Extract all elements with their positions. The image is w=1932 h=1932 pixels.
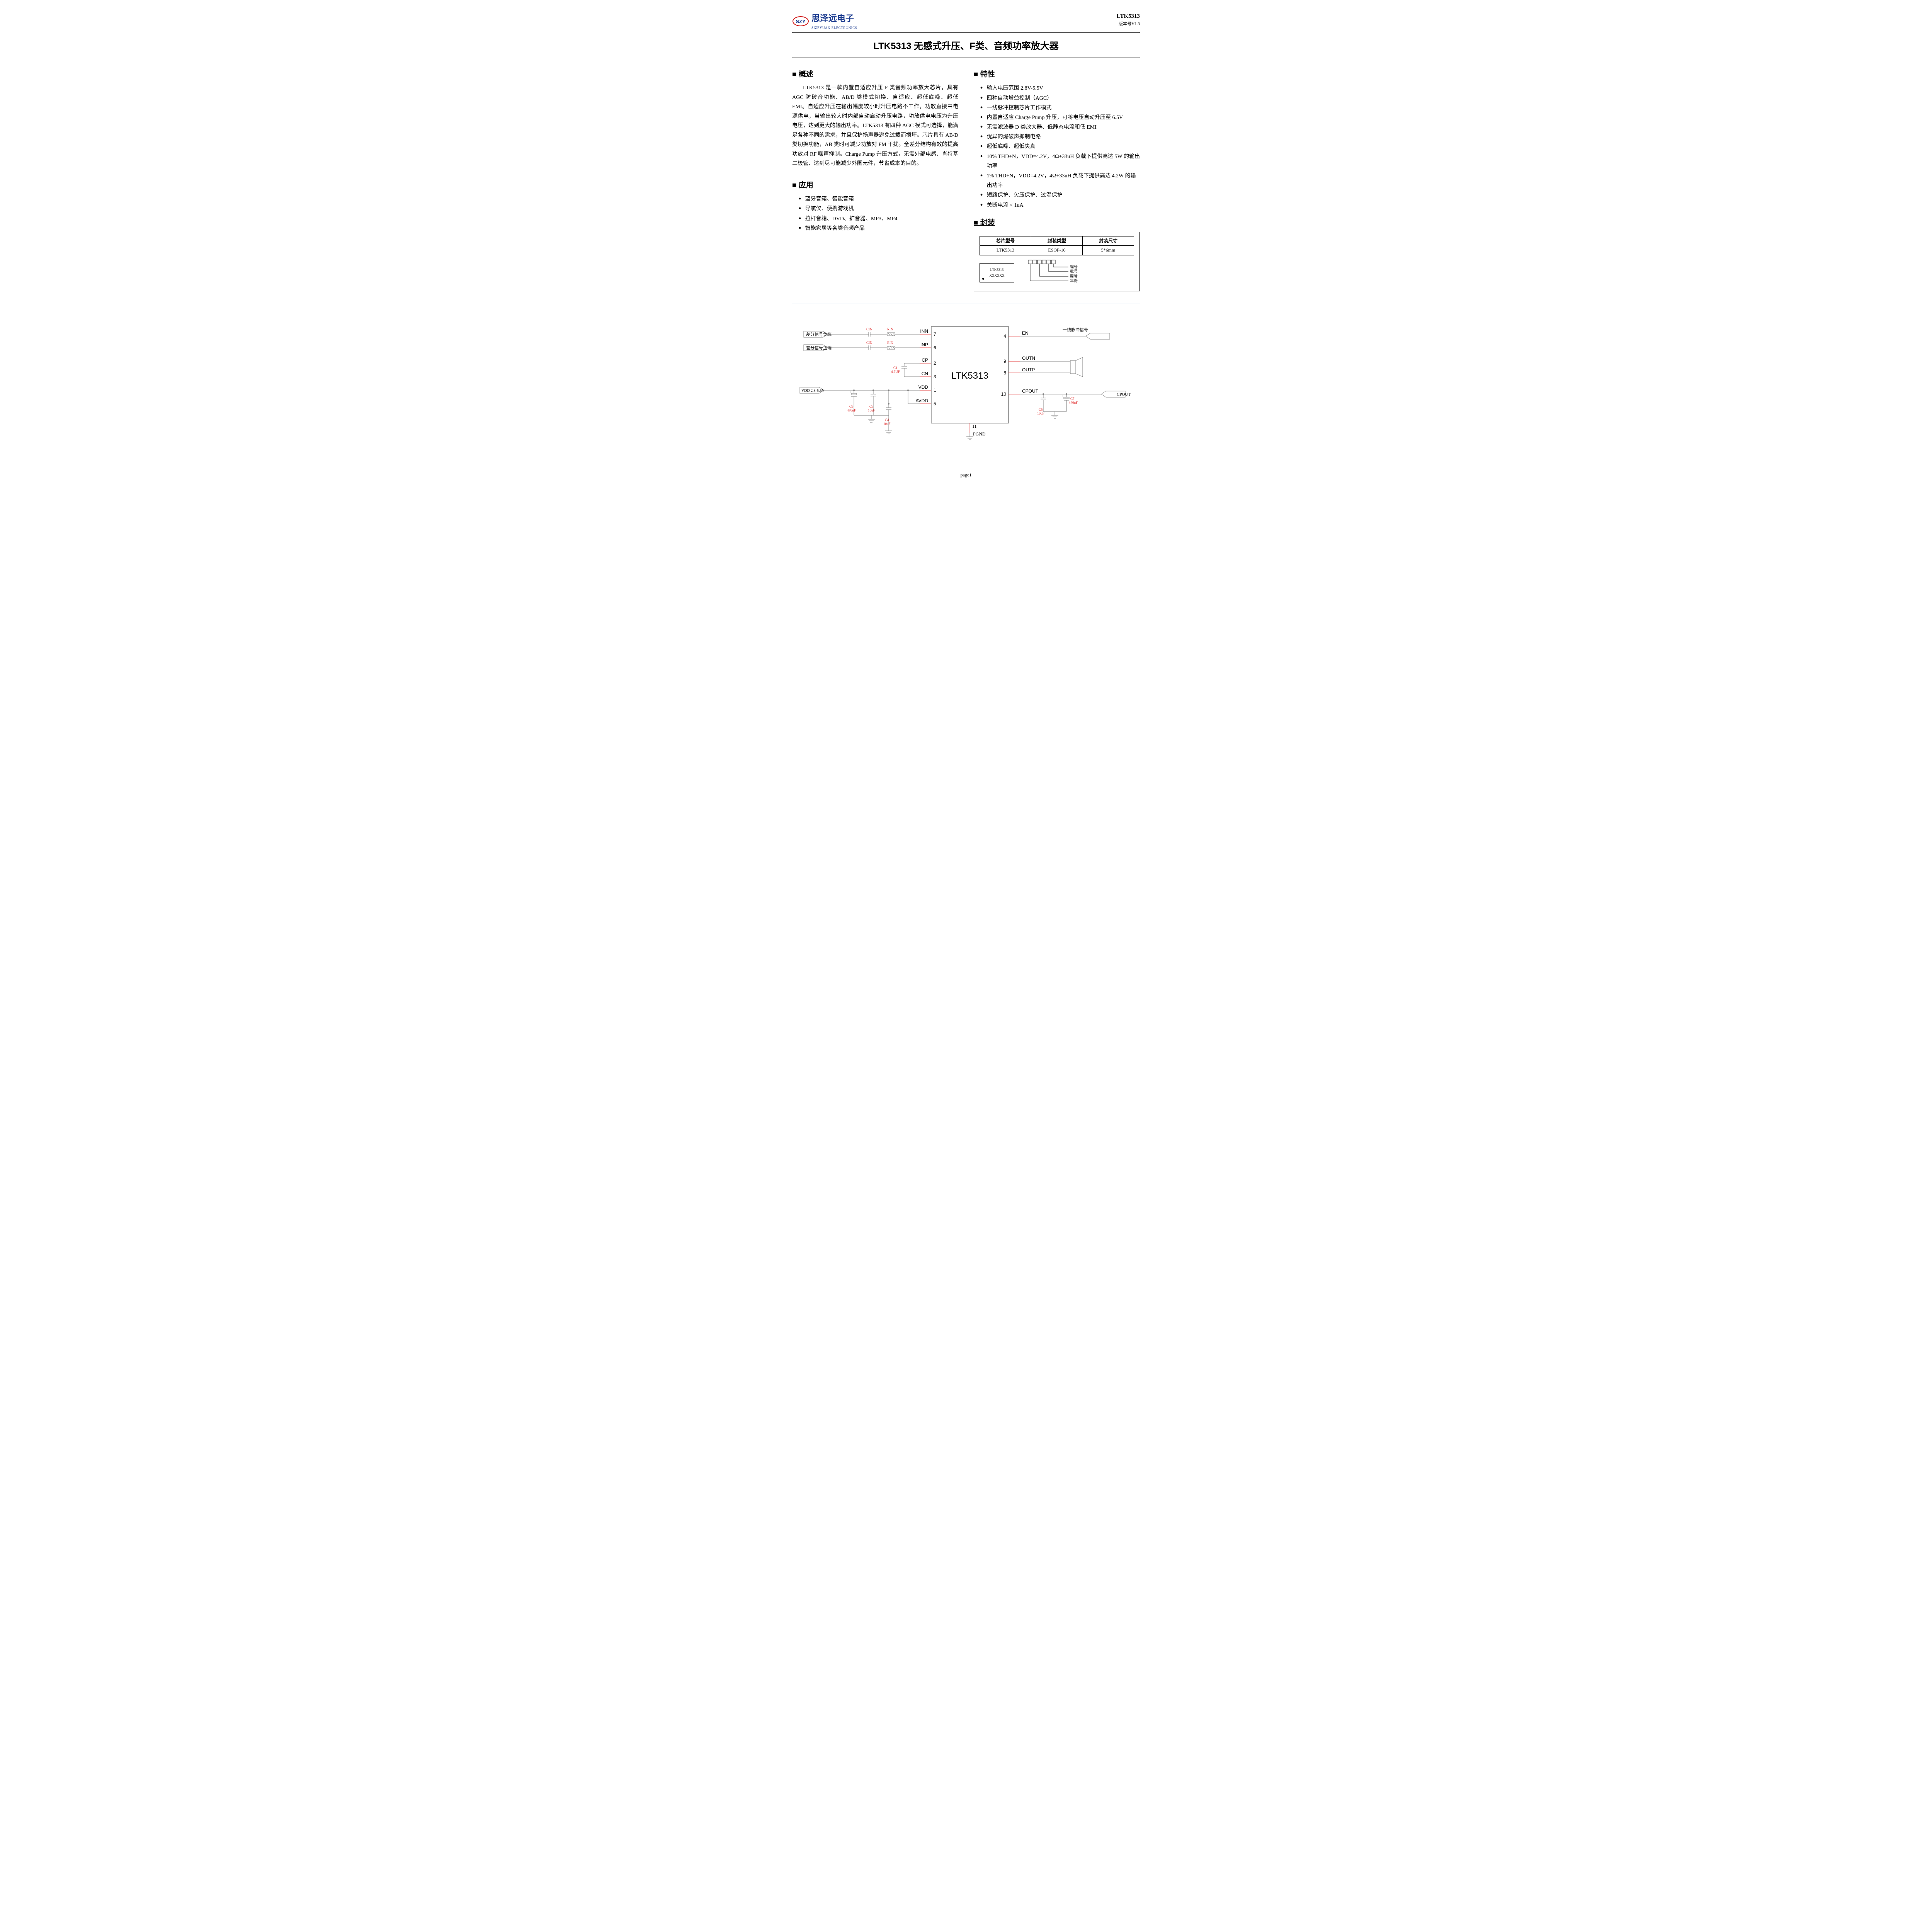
svg-text:批号: 批号	[1070, 269, 1078, 274]
svg-text:EN: EN	[1022, 330, 1029, 336]
list-item: 1% THD+N，VDD=4.2V，4Ω+33uH 负载下提供高达 4.2W 的…	[980, 171, 1140, 190]
overview-text: LTK5313 是一款内置自适应升压 F 类音频功率放大芯片，具有 AGC 防破…	[792, 83, 958, 169]
company-logo: SZY 思泽远电子 SIZEYUAN ELECTRONICS	[792, 12, 857, 31]
svg-text:2: 2	[934, 361, 936, 366]
svg-text:年份: 年份	[1070, 278, 1078, 283]
package-box: 芯片型号 封装类型 封装尺寸 LTK5313 ESOP-10 5*6mm LTK…	[974, 232, 1140, 291]
svg-text:4.7UF: 4.7UF	[891, 370, 900, 374]
svg-text:CN: CN	[922, 371, 928, 376]
package-diagram: LTK5313 XXXXXX 编号 批号	[980, 259, 1134, 286]
svg-text:8: 8	[1003, 370, 1006, 376]
svg-text:OUTN: OUTN	[1022, 355, 1035, 361]
logo-icon: SZY	[792, 15, 809, 27]
svg-text:10uF: 10uF	[883, 422, 891, 426]
svg-text:C3: C3	[869, 405, 874, 408]
svg-text:CIN: CIN	[866, 327, 872, 331]
list-item: 导航仪、便携游戏机	[799, 204, 958, 214]
list-item: 一线脉冲控制芯片工作模式	[980, 103, 1140, 113]
list-item: 输入电压范围 2.8V-5.5V	[980, 83, 1140, 93]
svg-text:LTK5313: LTK5313	[951, 371, 988, 381]
svg-text:CIN: CIN	[866, 341, 872, 345]
svg-text:470uF: 470uF	[1069, 401, 1078, 405]
applications-list: 蓝牙音箱、智能音箱 导航仪、便携游戏机 拉杆音箱、DVD、扩音器、MP3、MP4…	[792, 194, 958, 233]
svg-text:编号: 编号	[1070, 264, 1078, 269]
header-part-number: LTK5313	[1117, 12, 1140, 21]
svg-text:C6: C6	[849, 405, 854, 408]
table-header: 芯片型号	[980, 236, 1031, 246]
svg-text:CP: CP	[922, 357, 928, 363]
document-title: LTK5313 无感式升压、F类、音频功率放大器	[792, 37, 1140, 58]
list-item: 内置自适应 Charge Pump 升压，可将电压自动升压至 6.5V	[980, 113, 1140, 122]
list-item: 四种自动增益控制（AGC）	[980, 94, 1140, 103]
svg-text:SZY: SZY	[796, 19, 806, 24]
table-cell: 5*6mm	[1083, 246, 1134, 255]
svg-text:5: 5	[934, 401, 936, 406]
list-item: 无需滤波器 D 类放大器、低静态电流和低 EMI	[980, 122, 1140, 132]
schematic-svg: + LTK5313 INN7 INP6 CP2 CN3 VDD1 AVDD5 4…	[792, 311, 1140, 450]
list-item: 关断电流 < 1uA	[980, 201, 1140, 210]
applications-heading: 应用	[792, 180, 958, 191]
svg-text:7: 7	[934, 332, 936, 337]
svg-text:4: 4	[1003, 333, 1006, 339]
header-version: 版本号V1.3	[1117, 21, 1140, 28]
page-header: SZY 思泽远电子 SIZEYUAN ELECTRONICS LTK5313 版…	[792, 12, 1140, 33]
svg-text:C4: C4	[885, 418, 889, 422]
svg-text:10: 10	[1001, 391, 1007, 397]
svg-text:CPOUT: CPOUT	[1022, 388, 1039, 394]
chip-bottom-label: XXXXXX	[990, 273, 1005, 278]
package-table: 芯片型号 封装类型 封装尺寸 LTK5313 ESOP-10 5*6mm	[980, 236, 1134, 255]
package-heading: 封装	[974, 217, 1140, 229]
list-item: 优异的爆破声抑制电路	[980, 132, 1140, 142]
svg-text:OUTP: OUTP	[1022, 367, 1035, 372]
svg-text:11: 11	[972, 423, 977, 429]
list-item: 蓝牙音箱、智能音箱	[799, 194, 958, 204]
right-column: 特性 输入电压范围 2.8V-5.5V 四种自动增益控制（AGC） 一线脉冲控制…	[974, 65, 1140, 291]
svg-text:一线脉冲信号: 一线脉冲信号	[1063, 327, 1088, 332]
chip-outline-icon: LTK5313 XXXXXX	[980, 263, 1014, 282]
svg-text:CPOUT: CPOUT	[1117, 392, 1131, 397]
svg-text:C1: C1	[893, 366, 898, 370]
svg-text:INN: INN	[920, 328, 928, 334]
page-footer: page1	[792, 469, 1140, 479]
list-item: 超低底噪、超低失真	[980, 142, 1140, 151]
svg-text:AVDD: AVDD	[916, 398, 929, 403]
features-heading: 特性	[974, 69, 1140, 80]
svg-text:9: 9	[1003, 359, 1006, 364]
svg-text:6: 6	[934, 345, 936, 350]
svg-text:10uF: 10uF	[868, 408, 875, 412]
list-item: 10% THD+N，VDD=4.2V，4Ω+33uH 负载下提供高达 5W 的输…	[980, 152, 1140, 171]
svg-text:3: 3	[934, 374, 936, 379]
logo-text-cn: 思泽远电子	[811, 12, 857, 25]
marking-diagram-icon: 编号 批号 周号 年份	[1026, 259, 1092, 286]
logo-text-en: SIZEYUAN ELECTRONICS	[811, 25, 857, 31]
svg-text:周号: 周号	[1070, 274, 1078, 279]
list-item: 短路保护、欠压保护、过温保护	[980, 190, 1140, 200]
list-item: 智能家居等各类音频产品	[799, 224, 958, 233]
svg-text:C5: C5	[1039, 408, 1043, 412]
features-list: 输入电压范围 2.8V-5.5V 四种自动增益控制（AGC） 一线脉冲控制芯片工…	[974, 83, 1140, 210]
svg-text:470uF: 470uF	[847, 408, 856, 412]
left-column: 概述 LTK5313 是一款内置自适应升压 F 类音频功率放大芯片，具有 AGC…	[792, 65, 958, 291]
chip-top-label: LTK5313	[990, 267, 1004, 272]
application-schematic: + LTK5313 INN7 INP6 CP2 CN3 VDD1 AVDD5 4…	[792, 311, 1140, 453]
svg-text:INP: INP	[920, 342, 928, 347]
svg-text:VDD 2.8-5.5V: VDD 2.8-5.5V	[801, 389, 825, 393]
table-cell: LTK5313	[980, 246, 1031, 255]
svg-text:PGND: PGND	[973, 431, 986, 437]
content-columns: 概述 LTK5313 是一款内置自适应升压 F 类音频功率放大芯片，具有 AGC…	[792, 65, 1140, 291]
svg-text:1: 1	[934, 388, 936, 393]
overview-heading: 概述	[792, 69, 958, 80]
svg-text:RIN: RIN	[887, 341, 893, 345]
svg-text:C7: C7	[1070, 397, 1075, 401]
svg-text:RIN: RIN	[887, 327, 893, 331]
table-cell: ESOP-10	[1031, 246, 1083, 255]
table-header: 封装类型	[1031, 236, 1083, 246]
header-right: LTK5313 版本号V1.3	[1117, 12, 1140, 28]
list-item: 拉杆音箱、DVD、扩音器、MP3、MP4	[799, 214, 958, 224]
svg-text:VDD: VDD	[918, 384, 929, 390]
svg-text:10uF: 10uF	[1037, 412, 1044, 415]
table-header: 封装尺寸	[1083, 236, 1134, 246]
